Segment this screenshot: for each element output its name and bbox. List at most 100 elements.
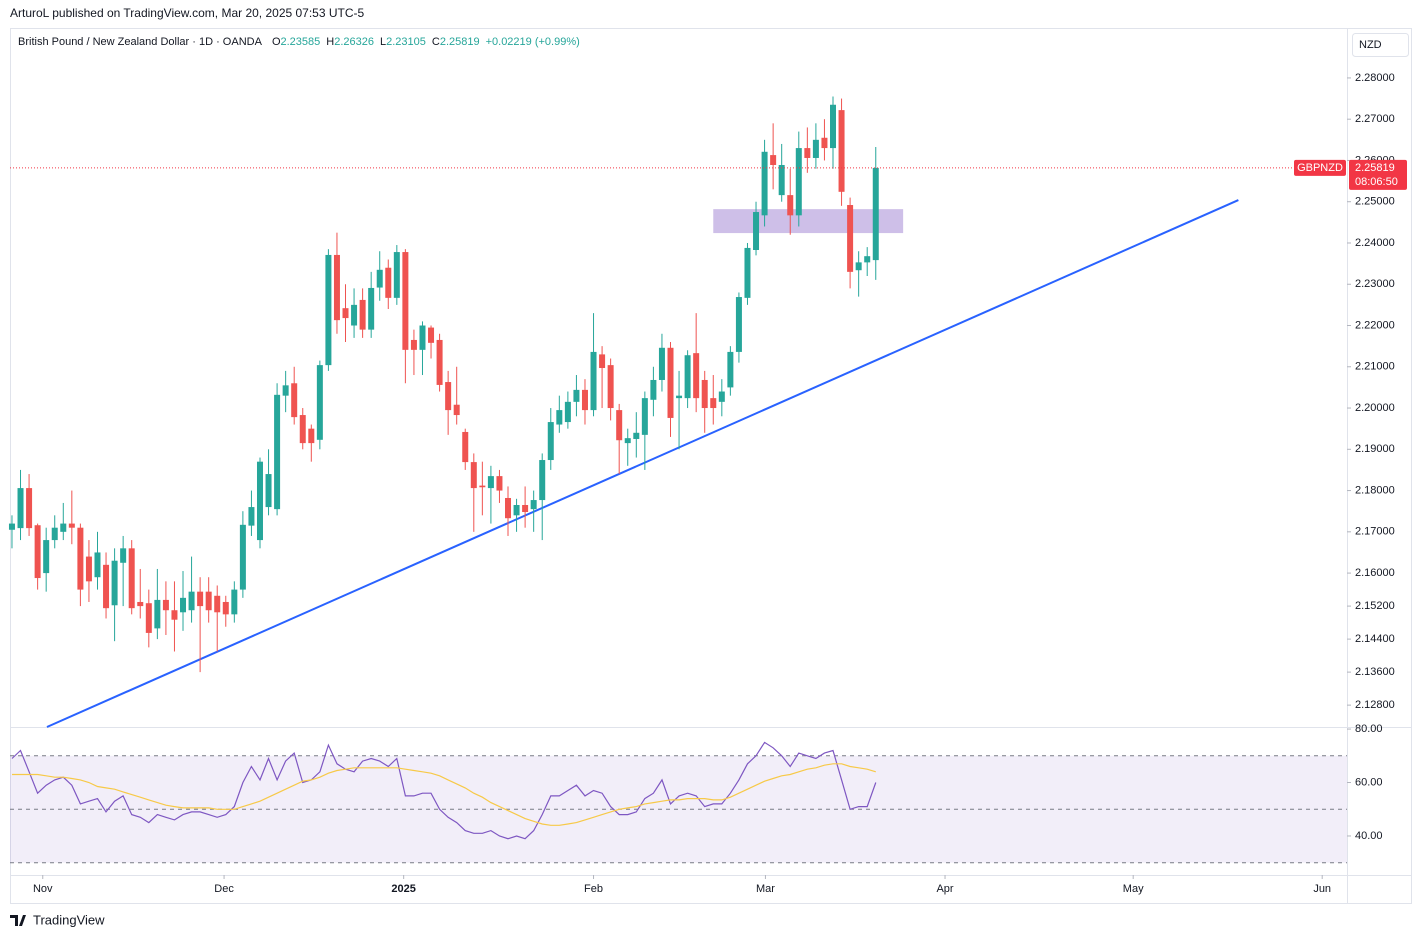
- candle-body: [205, 591, 212, 611]
- y-tick-label: 2.27000: [1355, 113, 1395, 125]
- candle-body: [120, 548, 127, 563]
- x-tick-label: Jun: [1313, 883, 1331, 895]
- x-tick-label: Nov: [33, 883, 53, 895]
- rsi-y-tick-label: 80.00: [1355, 723, 1383, 735]
- candle-body: [60, 523, 67, 532]
- legend-ohlc-label: O: [272, 36, 281, 48]
- candle-body: [778, 164, 785, 196]
- currency-box: [1352, 33, 1409, 57]
- candle-body: [787, 195, 794, 216]
- candle-body: [256, 461, 263, 541]
- candle-body: [333, 254, 340, 321]
- candle-body: [85, 556, 92, 582]
- candle-body: [26, 488, 33, 529]
- candle-body: [265, 474, 272, 508]
- candle-body: [624, 438, 631, 444]
- legend-ohlc-value: 2.23585: [281, 36, 321, 48]
- candle-body: [470, 462, 477, 489]
- candle-body: [821, 137, 828, 149]
- y-tick-label: 2.14400: [1355, 633, 1395, 645]
- candle-body: [325, 254, 332, 366]
- candle-body: [753, 212, 760, 250]
- y-tick-label: 2.16000: [1355, 567, 1395, 579]
- chart-frame: [10, 28, 1412, 904]
- y-tick-label: 2.18000: [1355, 484, 1395, 496]
- candle-body: [188, 591, 195, 611]
- candle-body: [770, 155, 777, 165]
- candle-body: [804, 148, 811, 158]
- legend-ohlc-value: 2.25819: [440, 36, 480, 48]
- y-tick-label: 2.24000: [1355, 237, 1395, 249]
- candle-body: [522, 505, 529, 513]
- candle-body: [616, 410, 623, 441]
- candle-body: [154, 599, 161, 629]
- symbol-tag-bg: [1294, 159, 1346, 176]
- candle-body: [376, 269, 383, 288]
- candle-body: [162, 599, 169, 611]
- candle-body: [693, 353, 700, 399]
- candle-body: [581, 389, 588, 411]
- candle-body: [274, 394, 281, 510]
- candle-body: [34, 525, 41, 579]
- brand-logo: [10, 915, 26, 926]
- candle-body: [445, 382, 452, 411]
- candle-body: [676, 395, 683, 399]
- rsi-line: [11, 741, 877, 840]
- legend-ohlc-value: 2.26326: [334, 36, 374, 48]
- y-tick-label: 2.20000: [1355, 402, 1395, 414]
- candle-body: [128, 548, 135, 609]
- candle-body: [727, 351, 734, 388]
- candle-body: [316, 365, 323, 440]
- candle-body: [744, 247, 751, 298]
- candle-body: [684, 355, 691, 399]
- y-tick-label: 2.22000: [1355, 319, 1395, 331]
- candle-body: [410, 339, 417, 350]
- candle-body: [103, 564, 110, 609]
- y-tick-label: 2.25000: [1355, 196, 1395, 208]
- candle-body: [453, 404, 460, 416]
- candle-body: [847, 205, 854, 272]
- symbol-tag: GBPNZD: [1297, 162, 1343, 174]
- price-label-bg: [1349, 159, 1407, 190]
- candle-body: [385, 267, 392, 298]
- candle-body: [547, 422, 554, 461]
- x-tick-label: May: [1123, 883, 1144, 895]
- trendline: [46, 199, 1239, 728]
- candle-body: [51, 527, 58, 541]
- candle-body: [718, 391, 725, 402]
- candle-body: [539, 460, 546, 501]
- candle-body: [479, 485, 486, 488]
- candle-body: [872, 167, 879, 261]
- candle-body: [667, 347, 674, 418]
- candle-body: [564, 401, 571, 423]
- legend: British Pound / New Zealand Dollar · 1D …: [18, 36, 580, 48]
- legend-ohlc-value: 2.23105: [386, 36, 426, 48]
- candle-body: [214, 595, 221, 613]
- y-tick-label: 2.13600: [1355, 666, 1395, 678]
- candle-body: [462, 431, 469, 463]
- candle-body: [359, 299, 366, 330]
- candle-body: [368, 287, 375, 330]
- candle-body: [864, 256, 871, 263]
- legend-ohlc-label: C: [432, 36, 440, 48]
- candle-body: [761, 151, 768, 216]
- y-tick-label: 2.15200: [1355, 600, 1395, 612]
- candle-body: [487, 476, 494, 489]
- candle-body: [838, 110, 845, 192]
- candle-body: [573, 389, 580, 402]
- candle-body: [351, 304, 358, 326]
- candle-body: [650, 379, 657, 400]
- candle-body: [68, 523, 75, 528]
- candle-body: [436, 339, 443, 385]
- candle-body: [197, 591, 204, 607]
- last-price-label: 2.25819: [1355, 162, 1395, 174]
- candle-body: [855, 262, 862, 271]
- candle-body: [735, 297, 742, 352]
- candle-body: [137, 601, 144, 607]
- candle-body: [505, 497, 512, 519]
- candle-body: [496, 476, 503, 491]
- candle-body: [812, 139, 819, 158]
- candle-body: [607, 365, 614, 409]
- candle-body: [419, 325, 426, 350]
